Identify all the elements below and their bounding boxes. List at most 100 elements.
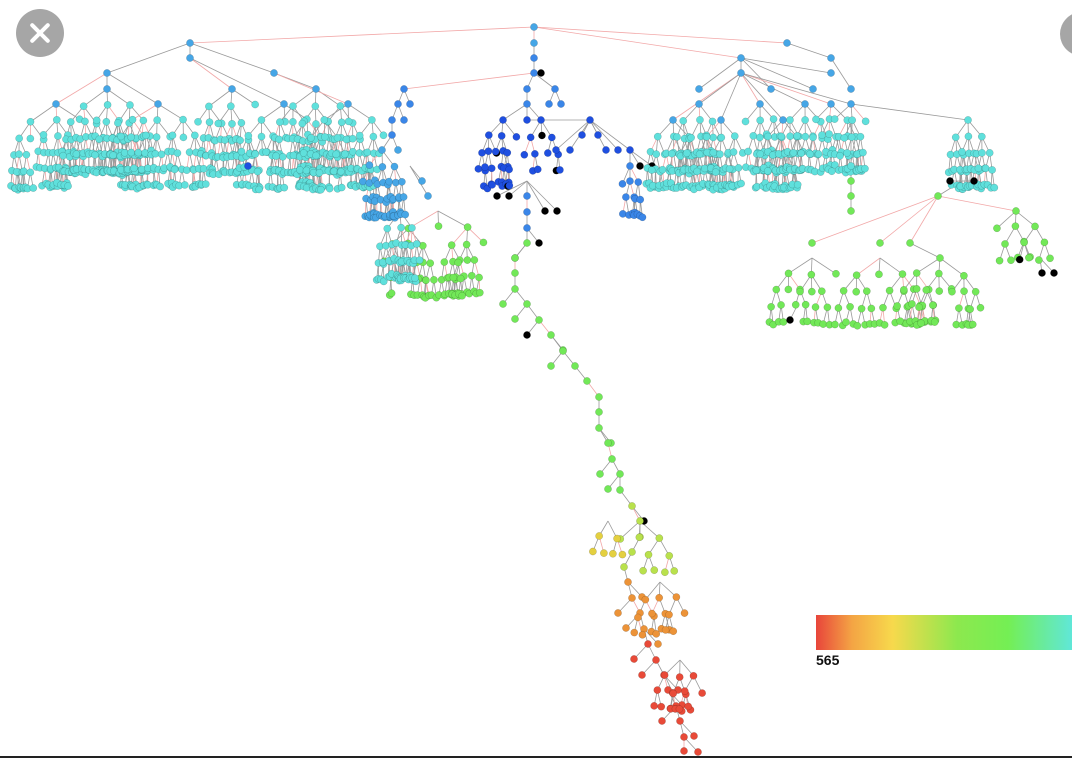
tree-node: [257, 116, 266, 124]
tree-node: [255, 185, 263, 194]
tree-node: [602, 146, 610, 154]
side-circle-button[interactable]: [1060, 12, 1072, 56]
tree-node: [359, 177, 367, 186]
tree-node: [885, 286, 894, 295]
tree-node: [661, 626, 670, 634]
tree-node: [626, 146, 634, 154]
tree-node: [388, 116, 396, 124]
tree-node: [670, 567, 679, 575]
tree-node: [669, 689, 678, 698]
tree-node: [499, 300, 507, 308]
tree-node: [237, 147, 246, 156]
tree-node: [978, 149, 986, 157]
tree-node: [616, 486, 624, 494]
tree-edge: [740, 57, 772, 90]
tree-edge: [698, 103, 713, 122]
tree-node: [337, 167, 345, 176]
tree-node: [655, 534, 664, 543]
tree-node: [378, 163, 387, 171]
tree-node: [786, 316, 794, 324]
tree-node: [505, 181, 514, 190]
tree-node: [170, 165, 179, 174]
tree-node: [475, 273, 483, 282]
tree-node: [168, 131, 177, 140]
tree-node: [535, 239, 543, 247]
tree-node: [672, 593, 681, 601]
tree-node: [912, 269, 921, 277]
tree-edge: [740, 57, 832, 74]
tree-node: [626, 162, 634, 170]
tree-edge: [273, 72, 349, 105]
tree-node: [1035, 256, 1043, 264]
tree-node: [488, 181, 496, 189]
tree-node: [228, 85, 236, 93]
tree-node: [595, 393, 603, 401]
tree-node: [812, 115, 820, 124]
tree-node: [600, 549, 608, 557]
tree-node: [985, 149, 994, 157]
tree-node: [976, 303, 985, 312]
tree-node: [936, 254, 944, 262]
tree-node: [988, 166, 996, 174]
tree-node: [791, 300, 800, 309]
tree-edge: [619, 520, 641, 540]
tree-node: [636, 517, 644, 525]
tree-node: [809, 133, 817, 142]
tree-node: [856, 132, 865, 141]
tree-node: [652, 150, 661, 158]
tree-node: [511, 269, 519, 277]
tree-node: [491, 147, 500, 156]
tree-node: [397, 223, 405, 232]
tree-node: [103, 69, 111, 77]
tree-node: [531, 150, 539, 158]
tree-node: [648, 609, 656, 618]
tree-node: [843, 149, 851, 157]
tree-node: [960, 287, 968, 296]
tree-node: [708, 117, 717, 126]
tree-node: [652, 656, 660, 664]
tree-node: [535, 316, 543, 324]
tree-edge: [106, 42, 191, 74]
tree-node: [378, 146, 386, 154]
tree-node: [547, 362, 555, 370]
tree-node: [456, 274, 465, 283]
tree-node: [852, 271, 861, 280]
tree-edge: [533, 26, 742, 59]
tree-node: [614, 146, 622, 154]
tree-node: [440, 258, 449, 266]
tree-node: [545, 100, 553, 108]
tree-node: [251, 100, 260, 109]
tree-node: [811, 303, 820, 311]
tree-edge: [850, 103, 866, 122]
tree-node: [861, 117, 870, 126]
tree-node: [970, 177, 978, 185]
tree-node: [827, 100, 835, 108]
tree-edge: [189, 57, 285, 105]
tree-edge: [324, 103, 349, 121]
tree-edge: [189, 26, 535, 44]
tree-node: [526, 133, 535, 142]
tree-node: [154, 100, 162, 108]
tree-node: [29, 184, 38, 192]
tree-node: [289, 118, 297, 126]
tree-node: [139, 116, 148, 125]
tree-node: [595, 532, 604, 540]
tree-node: [827, 54, 835, 62]
tree-node: [173, 149, 182, 157]
tree-edge: [106, 88, 131, 106]
tree-node: [928, 301, 937, 310]
close-button[interactable]: [16, 9, 64, 57]
tree-node: [449, 273, 458, 282]
tree-node: [311, 102, 320, 111]
tree-node: [64, 182, 72, 190]
tree-edge: [916, 257, 941, 274]
tree-node: [675, 673, 684, 681]
tree-node: [630, 655, 638, 663]
tree-node: [898, 270, 907, 278]
tree-node: [344, 100, 352, 108]
tree-node: [853, 321, 862, 330]
tree-node: [669, 627, 678, 636]
tree-node: [481, 163, 489, 171]
tree-node: [922, 286, 931, 294]
tree-node: [336, 102, 345, 110]
